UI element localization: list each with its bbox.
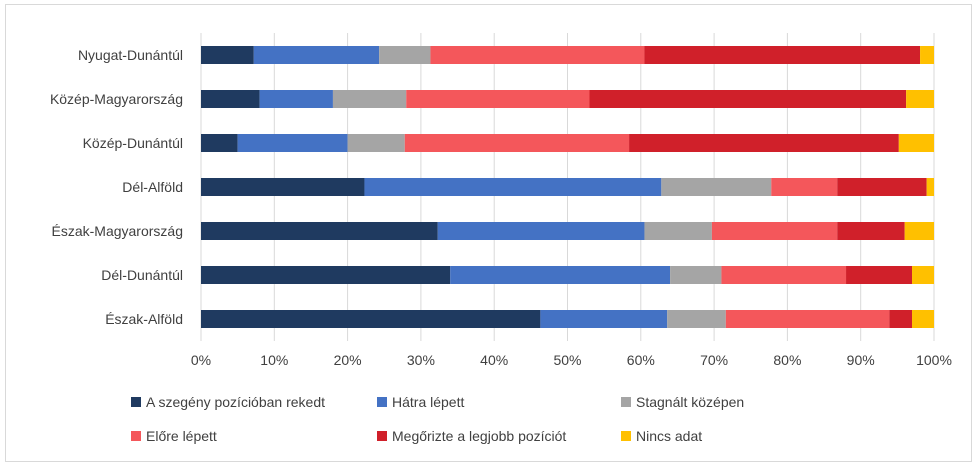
bar-segment <box>332 90 407 108</box>
bar-segment <box>347 134 405 152</box>
bar-segment <box>450 266 671 284</box>
bar-segment <box>667 310 726 328</box>
legend-label: Nincs adat <box>636 428 702 444</box>
legend-label: Stagnált középen <box>636 394 744 410</box>
x-axis-tick-labels: 0% 10% 20% 30% 40% 50% 60% 70% 80% 90% 100% <box>191 352 952 368</box>
bar-segment <box>201 46 254 64</box>
bar-segment <box>920 46 934 64</box>
x-tick-label: 20% <box>334 352 362 368</box>
bar-segment <box>379 46 431 64</box>
bar-segment <box>837 222 905 240</box>
bar-segment <box>237 134 348 152</box>
bar-segment <box>437 222 645 240</box>
legend-swatch <box>377 397 387 407</box>
legend-swatch <box>621 397 631 407</box>
bar-segment <box>201 90 260 108</box>
bar-segment <box>906 90 934 108</box>
bar-segment <box>404 134 630 152</box>
bar-segment <box>837 178 927 196</box>
bar-segment <box>721 266 847 284</box>
x-tick-label: 40% <box>480 352 508 368</box>
legend-label: A szegény pozícióban rekedt <box>146 394 325 410</box>
bar-segment <box>711 222 838 240</box>
bar-segment <box>889 310 913 328</box>
x-tick-label: 60% <box>627 352 655 368</box>
x-tick-label: 70% <box>700 352 728 368</box>
bar-segment <box>846 266 913 284</box>
legend-swatch <box>131 431 141 441</box>
bar-segment <box>644 46 921 64</box>
bar-segment <box>926 178 934 196</box>
bar-segment <box>201 266 451 284</box>
bar-segment <box>644 222 712 240</box>
x-tick-label: 90% <box>847 352 875 368</box>
bar-segment <box>253 46 380 64</box>
category-label: Közép-Magyarország <box>50 91 183 107</box>
bar-segment <box>406 90 590 108</box>
x-tick-label: 100% <box>916 352 952 368</box>
x-tick-label: 80% <box>773 352 801 368</box>
bar-segment <box>201 222 438 240</box>
x-tick-label: 0% <box>191 352 211 368</box>
category-label: Közép-Dunántúl <box>83 135 183 151</box>
legend-label: Hátra lépett <box>392 394 464 410</box>
legend-label: Megőrizte a legjobb pozíciót <box>392 428 566 444</box>
bar-segment <box>661 178 772 196</box>
bar-segment <box>201 134 238 152</box>
category-labels: Nyugat-Dunántúl Közép-Magyarország Közép-D… <box>50 47 183 327</box>
bar-segment <box>771 178 838 196</box>
category-label: Észak-Alföld <box>105 311 183 327</box>
bar-segment <box>540 310 668 328</box>
bar-segment <box>430 46 645 64</box>
bar-segment <box>912 310 934 328</box>
bar-segment <box>912 266 934 284</box>
legend-swatch <box>131 397 141 407</box>
category-label: Dél-Alföld <box>122 179 183 195</box>
legend-swatch <box>621 431 631 441</box>
bar-segment <box>725 310 890 328</box>
x-tick-label: 10% <box>260 352 288 368</box>
bar-segment <box>589 90 907 108</box>
category-label: Észak-Magyarország <box>52 223 184 239</box>
category-label: Nyugat-Dunántúl <box>78 47 183 63</box>
bar-segment <box>201 178 365 196</box>
bar-segment <box>629 134 899 152</box>
bar-segment <box>201 310 541 328</box>
bar-segment <box>898 134 934 152</box>
x-tick-label: 30% <box>407 352 435 368</box>
bar-segment <box>259 90 333 108</box>
category-label: Dél-Dunántúl <box>101 267 183 283</box>
bar-segment <box>364 178 662 196</box>
legend: A szegény pozícióban rekedt Hátra lépett S… <box>131 394 744 444</box>
x-tick-label: 50% <box>553 352 581 368</box>
bars <box>201 46 934 328</box>
bar-segment <box>904 222 934 240</box>
legend-swatch <box>377 431 387 441</box>
legend-label: Előre lépett <box>146 428 217 444</box>
bar-segment <box>670 266 722 284</box>
